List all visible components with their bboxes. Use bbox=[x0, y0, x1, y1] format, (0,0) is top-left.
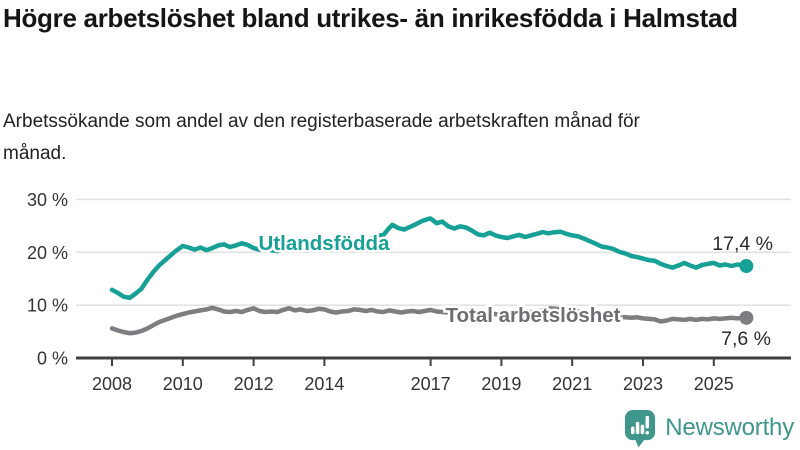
end-value-label-total-arbetsloshet: 7,6 % bbox=[721, 328, 771, 350]
series-label-total-arbetsloshet: Total arbetslöshet bbox=[445, 304, 620, 327]
x-axis-label: 2025 bbox=[694, 374, 734, 394]
x-axis-label: 2017 bbox=[411, 374, 451, 394]
series-label-utlandsfodda: Utlandsfödda bbox=[259, 232, 391, 255]
x-axis-label: 2010 bbox=[163, 374, 203, 394]
x-axis-label: 2019 bbox=[481, 374, 521, 394]
y-axis-label: 20 % bbox=[27, 243, 68, 263]
series-line-utlandsfodda bbox=[109, 216, 749, 301]
x-axis-label: 2008 bbox=[92, 374, 132, 394]
newsworthy-logo-icon bbox=[625, 410, 656, 448]
brand-name: Newsworthy bbox=[665, 414, 794, 441]
end-value-label-utlandsfodda: 17,4 % bbox=[712, 233, 773, 255]
x-axis-label: 2023 bbox=[623, 374, 663, 394]
page-title: Högre arbetslöshet bland utrikes- än inr… bbox=[3, 3, 738, 33]
y-axis-label: 10 % bbox=[27, 296, 68, 316]
y-axis-label: 0 % bbox=[37, 349, 68, 369]
end-dot-total-arbetsloshet bbox=[739, 310, 754, 325]
brand-footer: Newsworthy bbox=[624, 408, 794, 448]
y-axis-label: 30 % bbox=[27, 190, 68, 210]
series-line-total-arbetsloshet bbox=[109, 305, 749, 336]
chart-subtitle: Arbetssökande som andel av den registerb… bbox=[3, 111, 640, 164]
x-axis-label: 2012 bbox=[234, 374, 274, 394]
end-dot-utlandsfodda bbox=[739, 259, 754, 274]
x-axis-label: 2014 bbox=[304, 374, 344, 394]
x-axis-label: 2021 bbox=[552, 374, 592, 394]
